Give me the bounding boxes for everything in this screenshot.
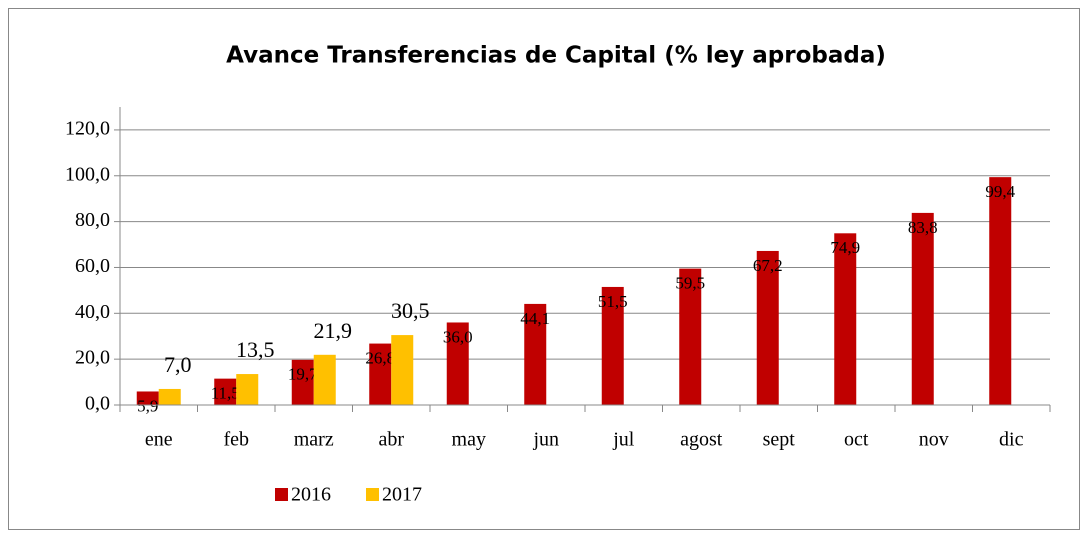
bar [911, 212, 934, 405]
data-label: 83,8 [908, 218, 938, 237]
data-label: 36,0 [443, 327, 473, 346]
x-tick-label: dic [999, 429, 1024, 451]
bar [524, 303, 547, 405]
bar [236, 374, 259, 405]
y-tick-label: 40,0 [75, 301, 110, 323]
x-tick-label: jul [612, 429, 635, 451]
x-tick-label: oct [844, 429, 869, 451]
y-tick-label: 80,0 [75, 209, 110, 231]
x-tick-label: abr [378, 429, 404, 451]
bar [756, 250, 779, 405]
bar [679, 268, 702, 405]
x-tick-label: ene [145, 429, 173, 451]
data-label: 30,5 [391, 298, 430, 323]
bar [369, 343, 392, 405]
x-tick-label: feb [223, 429, 249, 451]
bar [391, 335, 414, 405]
legend-label: 2017 [382, 484, 422, 506]
x-tick-label: sept [763, 429, 796, 451]
bar [834, 233, 857, 405]
x-tick-label: nov [919, 429, 949, 451]
bar [446, 322, 469, 405]
data-label: 59,5 [675, 274, 705, 293]
y-tick-label: 0,0 [85, 393, 110, 415]
data-label: 51,5 [598, 292, 628, 311]
y-tick-label: 60,0 [75, 255, 110, 277]
legend-swatch [275, 488, 288, 501]
data-label: 5,9 [137, 396, 158, 415]
x-tick-label: agost [680, 429, 723, 451]
bar [989, 177, 1012, 405]
bar [601, 286, 624, 405]
data-label: 13,5 [236, 337, 275, 362]
data-label: 21,9 [314, 318, 353, 343]
bar [214, 378, 237, 405]
data-label: 26,8 [365, 348, 395, 367]
data-label: 11,5 [211, 384, 240, 403]
bar [136, 391, 159, 405]
legend-label: 2016 [291, 484, 331, 506]
data-label: 7,0 [164, 352, 192, 377]
chart-title: Avance Transferencias de Capital (% ley … [226, 43, 886, 69]
data-label: 19,7 [288, 365, 318, 384]
x-tick-label: jun [532, 429, 559, 451]
y-tick-label: 120,0 [65, 118, 110, 140]
y-tick-label: 20,0 [75, 347, 110, 369]
data-label: 99,4 [985, 182, 1015, 201]
x-tick-label: may [452, 429, 486, 451]
bar [313, 354, 336, 405]
y-tick-label: 100,0 [65, 163, 110, 185]
chart-border [8, 8, 1080, 530]
x-tick-label: marz [294, 429, 334, 451]
data-label: 67,2 [753, 256, 783, 275]
data-label: 44,1 [520, 309, 550, 328]
legend-swatch [366, 488, 379, 501]
data-label: 74,9 [830, 238, 860, 257]
bar [291, 359, 314, 405]
bar [158, 388, 181, 405]
